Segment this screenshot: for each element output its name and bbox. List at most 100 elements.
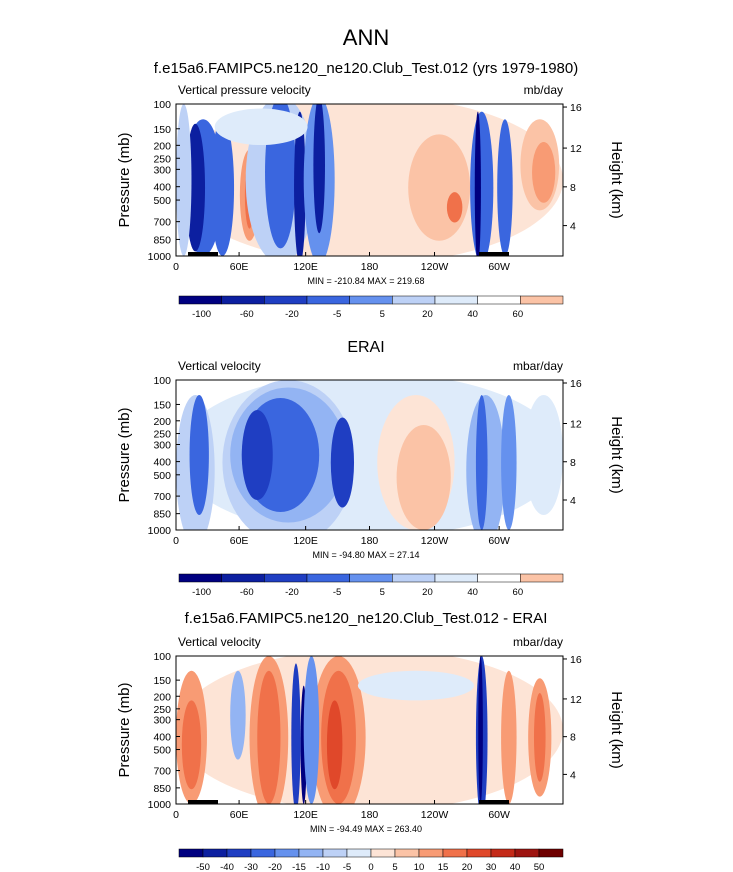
colorbar-label: -50 bbox=[196, 862, 210, 872]
colorbar-swatch bbox=[520, 295, 564, 305]
colorbar-swatch bbox=[221, 295, 265, 305]
colorbar-label: 15 bbox=[438, 862, 449, 872]
colorbar-label: -10 bbox=[316, 862, 330, 872]
contour-field bbox=[176, 656, 563, 804]
contour-region bbox=[408, 134, 471, 241]
panel-right-label: mbar/day bbox=[513, 635, 563, 649]
colorbar-label: 60 bbox=[513, 309, 524, 320]
y-tick-label: 500 bbox=[153, 195, 171, 207]
minmax-label: MIN = -94.80 MAX = 27.14 bbox=[312, 550, 419, 560]
colorbar-swatch bbox=[434, 573, 478, 583]
y-tick-label: 250 bbox=[153, 153, 171, 165]
y-tick-label: 850 bbox=[153, 234, 171, 246]
colorbar-label: -5 bbox=[333, 587, 341, 598]
contour-region bbox=[497, 119, 513, 256]
colorbar-swatch bbox=[178, 848, 204, 858]
colorbar-swatch bbox=[514, 848, 540, 858]
colorbar-label: 40 bbox=[467, 587, 478, 598]
panel-left-label: Vertical velocity bbox=[178, 635, 261, 649]
colorbar-swatch bbox=[477, 573, 521, 583]
contour-region bbox=[294, 111, 306, 256]
panel-title: f.e15a6.FAMIPC5.ne120_ne120.Club_Test.01… bbox=[154, 60, 578, 77]
chart-panel-3: f.e15a6.FAMIPC5.ne120_ne120.Club_Test.01… bbox=[116, 610, 625, 872]
x-tick-label: 60E bbox=[230, 809, 249, 821]
y2-axis-title: Height (km) bbox=[608, 416, 625, 494]
colorbar-swatch bbox=[370, 848, 396, 858]
contour-region bbox=[524, 395, 563, 515]
y2-tick-label: 4 bbox=[570, 495, 576, 507]
contour-region bbox=[210, 119, 235, 256]
x-tick-label: 120E bbox=[293, 809, 318, 821]
y-tick-label: 200 bbox=[153, 140, 171, 152]
colorbar-label: -5 bbox=[343, 862, 351, 872]
contour-region bbox=[214, 108, 308, 146]
y-tick-label: 400 bbox=[153, 182, 171, 194]
y-tick-label: 1000 bbox=[148, 525, 172, 537]
x-tick-label: 0 bbox=[173, 261, 179, 273]
y-axis-title: Pressure (mb) bbox=[116, 132, 133, 227]
colorbar-swatch bbox=[250, 848, 276, 858]
colorbar-label: 20 bbox=[422, 309, 433, 320]
x-tick-label: 60W bbox=[488, 535, 510, 547]
colorbar-swatch bbox=[306, 573, 350, 583]
contour-region bbox=[303, 656, 320, 804]
contour-region bbox=[357, 670, 474, 701]
colorbar-label: -100 bbox=[192, 587, 211, 598]
colorbar-swatch bbox=[264, 573, 308, 583]
y2-tick-label: 12 bbox=[570, 694, 582, 706]
colorbar-swatch bbox=[349, 573, 393, 583]
contour-region bbox=[313, 104, 325, 234]
panel-right-label: mbar/day bbox=[513, 359, 563, 373]
y2-tick-label: 4 bbox=[570, 769, 576, 781]
colorbar-label: 0 bbox=[368, 862, 373, 872]
y2-tick-label: 4 bbox=[570, 221, 576, 233]
colorbar-label: -100 bbox=[192, 309, 211, 320]
y-tick-label: 250 bbox=[153, 429, 171, 441]
y-tick-label: 700 bbox=[153, 217, 171, 229]
colorbar-swatch bbox=[392, 295, 436, 305]
colorbar-swatch bbox=[394, 848, 420, 858]
page-title: ANN bbox=[343, 25, 389, 50]
y-tick-label: 400 bbox=[153, 457, 171, 469]
x-tick-label: 60E bbox=[230, 535, 249, 547]
topography-mask bbox=[188, 800, 218, 804]
y2-axis-title: Height (km) bbox=[608, 691, 625, 769]
colorbar-swatch bbox=[442, 848, 468, 858]
y2-axis-title: Height (km) bbox=[608, 141, 625, 219]
panel-right-label: mb/day bbox=[524, 83, 563, 97]
y-tick-label: 400 bbox=[153, 732, 171, 744]
colorbar-label: 20 bbox=[462, 862, 473, 872]
colorbar-swatch bbox=[274, 848, 300, 858]
chart-panel-1: f.e15a6.FAMIPC5.ne120_ne120.Club_Test.01… bbox=[116, 60, 625, 320]
contour-region bbox=[475, 395, 488, 530]
x-tick-label: 180 bbox=[361, 261, 379, 273]
colorbar-swatch bbox=[221, 573, 265, 583]
y-tick-label: 300 bbox=[153, 440, 171, 452]
colorbar-label: -40 bbox=[220, 862, 234, 872]
topography-mask bbox=[479, 252, 509, 256]
y2-tick-label: 16 bbox=[570, 654, 582, 666]
contour-region bbox=[257, 670, 281, 804]
panel-title: f.e15a6.FAMIPC5.ne120_ne120.Club_Test.01… bbox=[185, 610, 548, 627]
x-tick-label: 0 bbox=[173, 809, 179, 821]
x-tick-label: 120W bbox=[421, 261, 449, 273]
colorbar-swatch bbox=[226, 848, 252, 858]
x-tick-label: 120E bbox=[293, 261, 318, 273]
x-tick-label: 60W bbox=[488, 809, 510, 821]
topography-mask bbox=[188, 252, 218, 256]
y-tick-label: 100 bbox=[153, 375, 171, 387]
contour-region bbox=[241, 410, 273, 500]
panel-title: ERAI bbox=[347, 339, 384, 356]
colorbar-swatch bbox=[434, 295, 478, 305]
x-tick-label: 120W bbox=[421, 535, 449, 547]
colorbar-swatch bbox=[178, 295, 222, 305]
colorbar-swatch bbox=[349, 295, 393, 305]
contour-field bbox=[176, 380, 563, 530]
colorbar-label: -20 bbox=[285, 309, 299, 320]
colorbar-swatch bbox=[477, 295, 521, 305]
colorbar-swatch bbox=[264, 295, 308, 305]
y-tick-label: 500 bbox=[153, 745, 171, 757]
contour-region bbox=[501, 395, 517, 530]
y-tick-label: 500 bbox=[153, 470, 171, 482]
